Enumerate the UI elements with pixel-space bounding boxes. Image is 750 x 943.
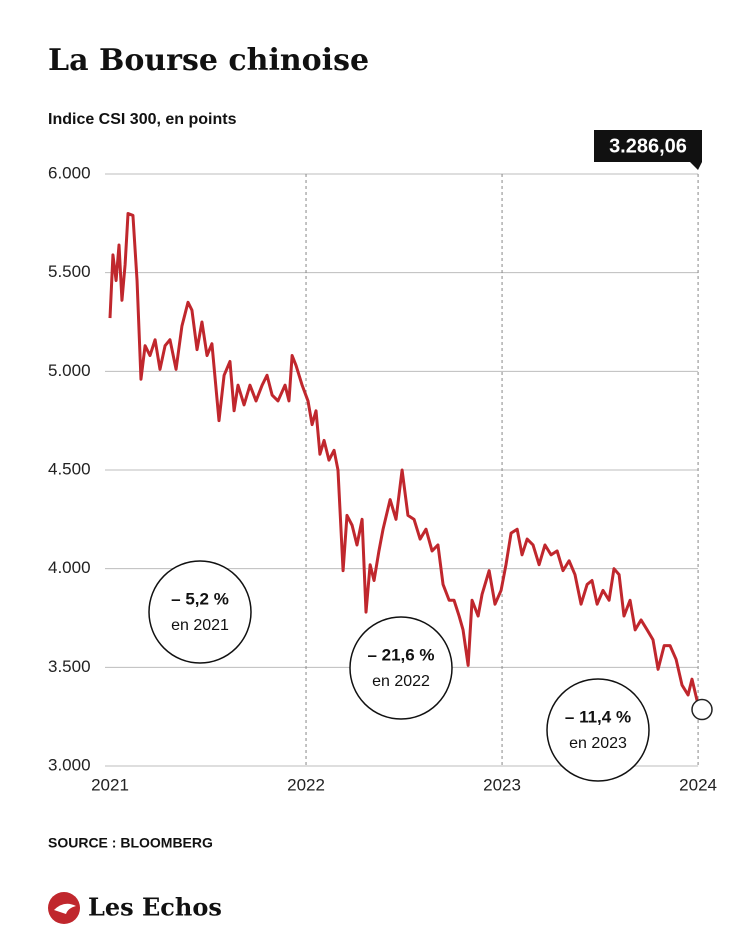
annotation-subtext: en 2022	[372, 673, 430, 690]
annotation-circle	[349, 616, 453, 720]
x-tick-label: 2023	[483, 775, 521, 794]
logo-bird	[54, 903, 76, 914]
chart-subtitle: Indice CSI 300, en points	[48, 111, 237, 128]
end-marker	[691, 698, 713, 721]
annotation-text: – 11,4 %	[565, 707, 631, 726]
source: SOURCE : BLOOMBERG	[48, 835, 213, 851]
chart-title: La Bourse chinoise	[48, 43, 369, 78]
annotation-circle	[546, 678, 650, 782]
y-tick-label: 3.000	[48, 755, 91, 774]
y-tick-label: 3.500	[48, 657, 91, 676]
annotation-circle	[148, 560, 252, 664]
x-tick-label: 2022	[287, 775, 325, 794]
y-tick-label: 4.500	[48, 459, 91, 478]
annotation-subtext: en 2021	[171, 617, 229, 634]
y-tick-label: 6.000	[48, 163, 91, 182]
value-label-box	[594, 130, 702, 162]
line	[108, 211, 704, 711]
value-label-pointer	[690, 162, 702, 170]
x-tick-label: 2021	[91, 775, 129, 794]
y-tick-label: 5.500	[48, 262, 91, 281]
y-tick-label: 5.000	[48, 361, 91, 380]
annotation-subtext: en 2023	[569, 735, 627, 752]
y-tick-label: 4.000	[48, 558, 91, 577]
logo-text: Les Echos	[88, 893, 222, 922]
value-label: 3.286,06	[609, 135, 687, 157]
x-tick-label: 2024	[679, 775, 717, 794]
annotation-text: – 21,6 %	[367, 645, 434, 664]
annotation-text: – 5,2 %	[171, 589, 229, 608]
